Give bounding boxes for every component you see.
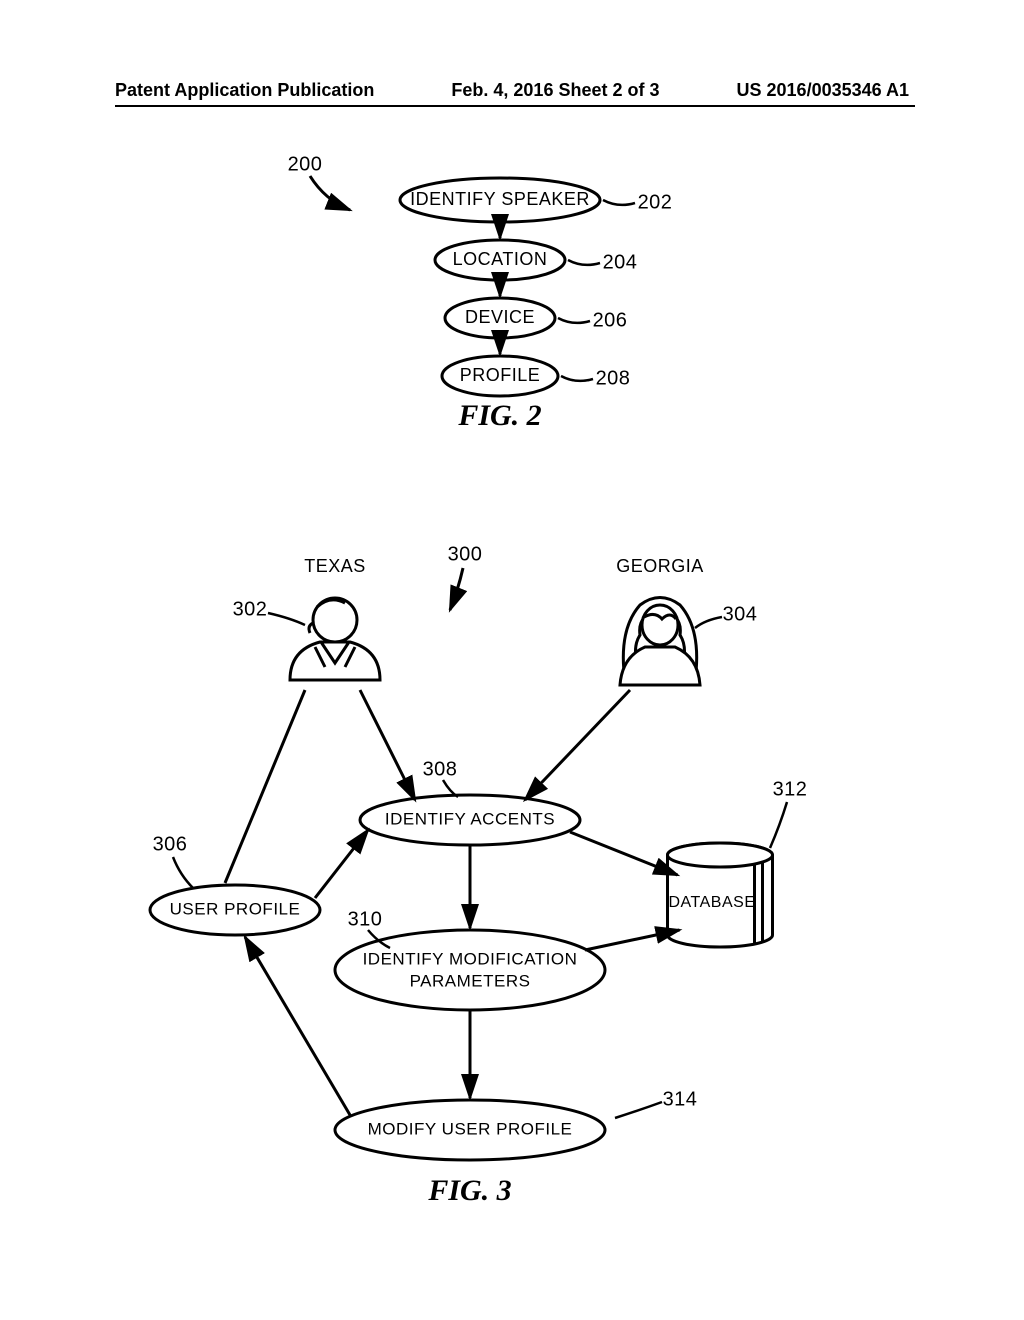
- svg-text:PARAMETERS: PARAMETERS: [410, 971, 531, 990]
- svg-text:306: 306: [153, 833, 188, 855]
- figure-3: 300 TEXAS GEORGIA 302 304 IDENTIFY ACCENTS 308…: [0, 0, 1024, 1320]
- svg-text:300: 300: [448, 543, 483, 565]
- svg-text:FIG. 3: FIG. 3: [427, 1174, 511, 1207]
- svg-text:DATABASE: DATABASE: [669, 894, 756, 911]
- svg-text:IDENTIFY ACCENTS: IDENTIFY ACCENTS: [385, 809, 555, 828]
- svg-text:312: 312: [773, 778, 808, 800]
- svg-text:308: 308: [423, 758, 458, 780]
- svg-text:302: 302: [233, 598, 268, 620]
- svg-text:USER PROFILE: USER PROFILE: [170, 899, 301, 918]
- svg-text:TEXAS: TEXAS: [304, 556, 366, 576]
- svg-text:310: 310: [348, 908, 383, 930]
- svg-text:IDENTIFY MODIFICATION: IDENTIFY MODIFICATION: [363, 949, 578, 968]
- svg-text:304: 304: [723, 603, 758, 625]
- svg-text:MODIFY USER PROFILE: MODIFY USER PROFILE: [368, 1119, 573, 1138]
- svg-text:314: 314: [663, 1088, 698, 1110]
- svg-text:GEORGIA: GEORGIA: [616, 556, 704, 576]
